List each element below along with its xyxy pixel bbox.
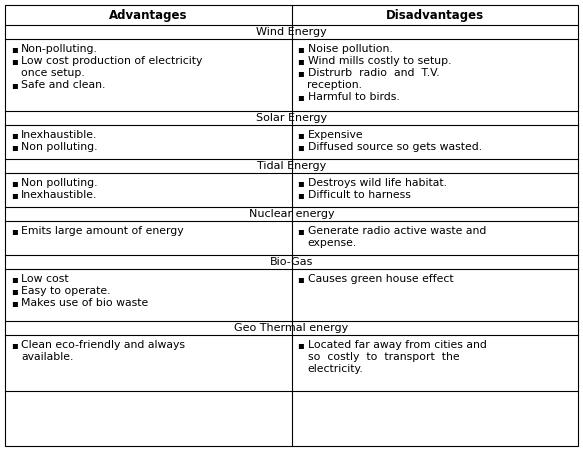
Text: Diffused source so gets wasted.: Diffused source so gets wasted.	[307, 142, 482, 152]
Text: expense.: expense.	[307, 238, 357, 248]
Text: ▪: ▪	[11, 80, 18, 90]
Text: Emits large amount of energy: Emits large amount of energy	[21, 226, 184, 236]
Text: electricity.: electricity.	[307, 364, 363, 374]
Text: ▪: ▪	[297, 56, 304, 66]
Text: ▪: ▪	[297, 340, 304, 350]
Text: Wind Energy: Wind Energy	[256, 27, 327, 37]
Text: ▪: ▪	[297, 142, 304, 152]
Text: Expensive: Expensive	[307, 130, 363, 140]
Text: Non polluting.: Non polluting.	[21, 178, 97, 188]
Text: Geo Thermal energy: Geo Thermal energy	[234, 323, 349, 333]
Text: Makes use of bio waste: Makes use of bio waste	[21, 298, 148, 308]
Text: ▪: ▪	[297, 190, 304, 200]
Text: Disadvantages: Disadvantages	[386, 9, 484, 22]
Text: ▪: ▪	[11, 44, 18, 54]
Text: Tidal Energy: Tidal Energy	[257, 161, 326, 171]
Text: available.: available.	[21, 352, 73, 362]
Text: ▪: ▪	[11, 340, 18, 350]
Text: ▪: ▪	[11, 130, 18, 140]
Text: Solar Energy: Solar Energy	[256, 113, 327, 123]
Text: Wind mills costly to setup.: Wind mills costly to setup.	[307, 56, 451, 66]
Text: ▪: ▪	[297, 274, 304, 284]
Text: Inexhaustible.: Inexhaustible.	[21, 190, 97, 200]
Text: Distrurb  radio  and  T.V.: Distrurb radio and T.V.	[307, 68, 439, 78]
Text: ▪: ▪	[297, 130, 304, 140]
Text: Causes green house effect: Causes green house effect	[307, 274, 453, 284]
Text: Advantages: Advantages	[109, 9, 188, 22]
Text: Clean eco-friendly and always: Clean eco-friendly and always	[21, 340, 185, 350]
Text: ▪: ▪	[11, 286, 18, 296]
Text: Generate radio active waste and: Generate radio active waste and	[307, 226, 486, 236]
Text: Non polluting.: Non polluting.	[21, 142, 97, 152]
Text: ▪: ▪	[11, 298, 18, 308]
Text: Low cost: Low cost	[21, 274, 69, 284]
Text: ▪: ▪	[297, 68, 304, 78]
Text: Noise pollution.: Noise pollution.	[307, 44, 392, 54]
Text: reception.: reception.	[307, 80, 363, 90]
Text: once setup.: once setup.	[21, 68, 85, 78]
Text: ▪: ▪	[11, 178, 18, 188]
Text: ▪: ▪	[11, 142, 18, 152]
Text: Inexhaustible.: Inexhaustible.	[21, 130, 97, 140]
Text: Easy to operate.: Easy to operate.	[21, 286, 111, 296]
Text: ▪: ▪	[297, 44, 304, 54]
Text: ▪: ▪	[297, 178, 304, 188]
Text: Low cost production of electricity: Low cost production of electricity	[21, 56, 202, 66]
Text: Non-polluting.: Non-polluting.	[21, 44, 98, 54]
Text: Bio-Gas: Bio-Gas	[270, 257, 313, 267]
Text: ▪: ▪	[11, 226, 18, 236]
Text: Destroys wild life habitat.: Destroys wild life habitat.	[307, 178, 447, 188]
Text: Safe and clean.: Safe and clean.	[21, 80, 106, 90]
Text: ▪: ▪	[11, 56, 18, 66]
Text: Difficult to harness: Difficult to harness	[307, 190, 410, 200]
Text: ▪: ▪	[297, 226, 304, 236]
Text: Harmful to birds.: Harmful to birds.	[307, 92, 399, 102]
Text: ▪: ▪	[297, 92, 304, 102]
Text: ▪: ▪	[11, 190, 18, 200]
Text: Located far away from cities and: Located far away from cities and	[307, 340, 486, 350]
Text: Nuclear energy: Nuclear energy	[249, 209, 334, 219]
Text: ▪: ▪	[11, 274, 18, 284]
Text: so  costly  to  transport  the: so costly to transport the	[307, 352, 459, 362]
